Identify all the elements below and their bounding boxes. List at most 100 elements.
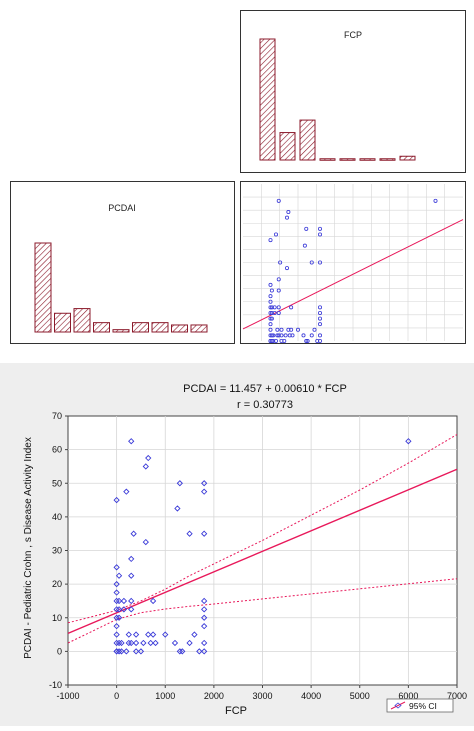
mini-point [268, 327, 273, 332]
mini-point [269, 310, 274, 315]
mini-point [274, 338, 279, 343]
mini-point [279, 333, 284, 338]
data-point [123, 648, 130, 655]
data-point [201, 648, 208, 655]
ci-lower-line [68, 578, 457, 644]
data-point [201, 597, 208, 605]
data-point [125, 631, 132, 638]
mini-point [318, 322, 323, 327]
mini-point [276, 333, 281, 338]
histogram-bar [339, 158, 356, 161]
mini-point [305, 338, 310, 343]
mini-point [268, 310, 273, 315]
histogram-bar [319, 158, 336, 161]
mini-point [309, 260, 314, 265]
x-tick-label: 4000 [301, 691, 321, 701]
mini-point [271, 333, 276, 338]
fcp-histogram-panel: FCP [240, 10, 466, 173]
mini-point [301, 333, 306, 338]
data-point [201, 606, 208, 613]
mini-point [279, 338, 284, 343]
plot-content [68, 434, 457, 655]
mini-point [278, 260, 283, 265]
mini-point [268, 316, 273, 321]
data-point [149, 597, 157, 605]
histogram-bar [171, 324, 188, 333]
main-scatter-panel: PCDAI = 11.457 + 0.00610 * FCP r = 0.3077… [0, 363, 474, 726]
histogram-bar [93, 322, 110, 333]
x-tick-label: 1000 [155, 691, 175, 701]
mini-point [276, 288, 281, 293]
data-point [128, 606, 135, 613]
data-point [113, 496, 120, 504]
mini-point [286, 327, 291, 332]
regression-line [68, 468, 457, 635]
data-point [171, 639, 179, 647]
y-tick-label: -10 [49, 680, 62, 690]
data-point [113, 623, 120, 630]
histogram-bar [379, 158, 396, 161]
data-point [186, 530, 193, 537]
mini-point [276, 277, 281, 282]
histogram-bar [73, 308, 91, 333]
data-point [140, 639, 147, 647]
mini-point [268, 333, 273, 338]
pcdai-histogram: PCDAI [34, 203, 208, 333]
mini-point [318, 260, 323, 265]
x-axis-label: FCP [225, 705, 247, 717]
x-tick-label: 3000 [252, 691, 272, 701]
data-point [201, 530, 208, 537]
mini-point [275, 333, 280, 338]
data-point [115, 572, 123, 579]
data-point [113, 597, 120, 605]
mini-point [276, 305, 281, 310]
data-point [201, 623, 208, 630]
mini-point [283, 333, 288, 338]
mini-point [318, 310, 323, 315]
y-tick-label: 10 [52, 613, 62, 623]
data-point [137, 648, 145, 655]
data-point [162, 631, 169, 638]
data-point [128, 555, 135, 563]
histogram-bar [112, 329, 130, 333]
y-tick-label: 60 [52, 445, 62, 455]
data-point [113, 564, 120, 571]
data-point [147, 639, 154, 647]
data-point [132, 631, 140, 638]
histogram-title: FCP [344, 30, 362, 40]
data-point [142, 538, 149, 546]
data-point [118, 639, 125, 647]
mini-point [289, 327, 294, 332]
mini-point [269, 305, 274, 310]
mini-point [276, 198, 281, 203]
histogram-bar [190, 324, 208, 333]
data-point [142, 463, 149, 470]
x-tick-label: 5000 [350, 691, 370, 701]
main-title: PCDAI = 11.457 + 0.00610 * FCP [183, 383, 347, 395]
y-tick-label: 0 [57, 646, 62, 656]
data-point [152, 639, 159, 647]
mini-point [315, 338, 320, 343]
data-point [201, 639, 208, 647]
legend-swatch-line [390, 701, 406, 710]
histogram-bar [259, 38, 276, 161]
data-point [405, 438, 412, 445]
mini-point [268, 299, 273, 304]
data-point [115, 606, 123, 613]
data-point [115, 614, 123, 621]
mini-point [289, 305, 294, 310]
data-point [130, 530, 137, 537]
mini-point [318, 305, 323, 310]
mini-point [282, 338, 287, 343]
mini-point [268, 282, 273, 287]
main-scatter: PCDAI = 11.457 + 0.00610 * FCP r = 0.3077… [23, 383, 467, 717]
data-point [128, 572, 135, 579]
data-point [113, 631, 120, 638]
legend-label: 95% CI [409, 701, 437, 711]
data-point [113, 606, 120, 613]
histogram-bar [279, 132, 296, 161]
mini-point [304, 226, 309, 231]
mini-point [318, 232, 323, 237]
mini-point [287, 333, 292, 338]
mini-point [268, 238, 273, 243]
